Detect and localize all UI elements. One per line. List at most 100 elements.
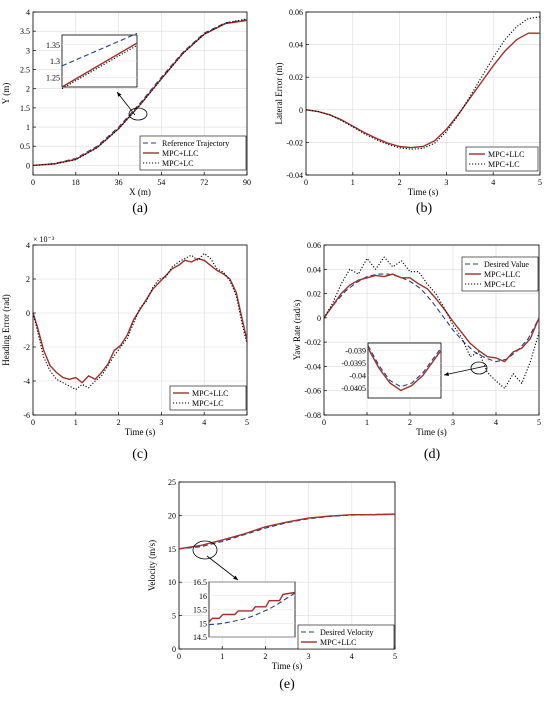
panel-label: (a) (132, 201, 148, 216)
y-tick-label: 3.5 (20, 27, 30, 36)
x-tick-label: 0 (322, 418, 326, 427)
legend-entry: Desired Velocity (320, 628, 373, 637)
y-tick-label: 1 (26, 123, 30, 132)
y-tick-label: 0 (172, 645, 176, 654)
series-line-1 (305, 16, 541, 150)
y-tick-label: 4 (26, 8, 30, 17)
legend-entry: MPC+LLC (320, 638, 357, 647)
legend-entry: Desired Value (484, 260, 529, 269)
y-tick-label: 0.06 (289, 8, 303, 17)
legend-entry: MPC+LC (192, 399, 224, 408)
series-line-0 (178, 513, 396, 550)
x-tick-label: 1 (220, 652, 224, 661)
legend-entry: MPC+LLC (192, 389, 229, 398)
axes-frame (178, 481, 396, 650)
legend-box (297, 624, 395, 650)
series-line-1 (32, 252, 248, 391)
y-axis-label: Velocity (m/s) (147, 540, 157, 591)
y-tick-label: -0.04 (286, 171, 303, 180)
zoom-arrow-head (233, 575, 238, 580)
x-tick-label: 1 (74, 418, 78, 427)
x-tick-label: 5 (537, 418, 541, 427)
panel-label: (c) (132, 447, 148, 462)
zoom-ellipse (192, 540, 218, 560)
inset-frame (367, 342, 442, 399)
y-axis-label: Lateral Error (m) (274, 63, 284, 125)
axes-frame (32, 11, 248, 176)
x-tick-label: 3 (444, 178, 448, 187)
x-tick-label: 2 (263, 652, 267, 661)
inset-tick-label: -0.0405 (341, 384, 366, 393)
legend-box (465, 146, 539, 172)
y-tick-label: 2 (26, 275, 30, 284)
y-tick-label: 0.04 (289, 41, 303, 50)
x-tick-label: 2 (117, 418, 121, 427)
legend-entry: MPC+LC (484, 280, 516, 289)
y-tick-label: 0 (299, 106, 303, 115)
legend-box (139, 135, 247, 171)
series-line-1 (178, 513, 396, 550)
inset-tick-label: -0.04 (349, 372, 366, 381)
series-line-1 (323, 273, 540, 363)
series-line-0 (323, 273, 540, 363)
x-axis-label: Time (s) (408, 187, 438, 197)
x-tick-label: 54 (157, 178, 165, 187)
inset-series-line-2 (61, 44, 138, 90)
y-axis-label: Heading Error (rad) (1, 294, 11, 365)
y-axis-exponent: × 10⁻³ (33, 235, 55, 244)
x-tick-label: 4 (491, 178, 495, 187)
x-tick-label: 0 (31, 418, 35, 427)
y-tick-label: -0.04 (304, 362, 321, 371)
zoom-arrow-line (443, 365, 487, 376)
legend-entry: MPC+LC (488, 160, 520, 169)
zoom-ellipse (470, 361, 488, 375)
inset-tick-label: -0.039 (345, 347, 366, 356)
inset-series-line-0 (367, 345, 442, 388)
series-line-0 (305, 32, 540, 149)
y-tick-label: -6 (23, 411, 30, 420)
y-tick-label: 15 (168, 545, 176, 554)
inset-tick-label: -0.0395 (341, 359, 366, 368)
y-tick-label: 10 (168, 578, 176, 587)
legend-entry: Reference Trajectory (162, 139, 229, 148)
panel-label: (e) (279, 677, 295, 692)
y-tick-label: 2.5 (20, 66, 30, 75)
panel-d: 0 1 2 3 4 5 -0.08 -0.06 -0.04 -0.02 0 0.02 0.04 0.06 T… (292, 241, 541, 462)
x-tick-label: 1 (351, 178, 355, 187)
x-tick-label: 0 (177, 652, 181, 661)
panel-e: 0 1 2 3 4 5 0 5 10 15 20 25 Time (s) Velocity (m/s) De… (147, 478, 397, 692)
y-tick-label: -4 (23, 377, 30, 386)
axes-frame (32, 244, 248, 416)
y-tick-label: 4 (26, 241, 30, 250)
y-tick-label: 0 (26, 309, 30, 318)
inset-tick-label: 16.5 (193, 578, 207, 587)
y-tick-label: 0 (26, 161, 30, 170)
x-axis-label: Time (s) (416, 427, 446, 437)
y-tick-label: -0.02 (286, 138, 303, 147)
x-axis-label: Time (s) (272, 661, 302, 671)
inset-tick-label: 14.5 (193, 633, 207, 642)
y-tick-label: 0 (317, 314, 321, 323)
y-tick-label: -0.02 (304, 338, 321, 347)
zoom-arrow-line (206, 555, 239, 581)
y-tick-label: 0.5 (20, 142, 30, 151)
y-axis-label: Y (m) (1, 83, 11, 104)
x-tick-label: 4 (350, 652, 354, 661)
inset-series-line-1 (208, 591, 296, 623)
series-line-2 (32, 18, 248, 166)
y-tick-label: 0.02 (307, 290, 321, 299)
legend-entry: MPC+LLC (488, 150, 525, 159)
x-tick-label: 3 (451, 418, 455, 427)
x-tick-label: 2 (408, 418, 412, 427)
legend-entry: MPC+LLC (162, 149, 199, 158)
x-axis-label: Time (s) (125, 427, 155, 437)
panel-label: (d) (424, 447, 441, 462)
inset-series-line-1 (367, 347, 442, 392)
x-tick-label: 5 (538, 178, 542, 187)
